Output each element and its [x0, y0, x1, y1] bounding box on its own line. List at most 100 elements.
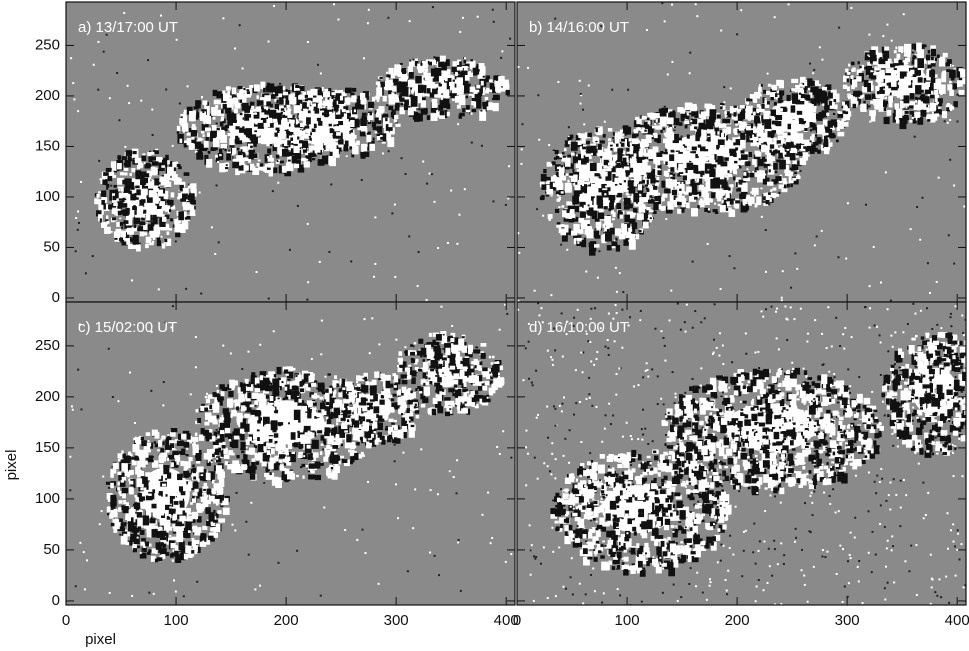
speck [284, 98, 286, 100]
speck [697, 150, 700, 152]
speck [920, 96, 923, 100]
speck [496, 79, 498, 81]
speck [556, 156, 560, 159]
speck [455, 72, 458, 76]
speck [953, 83, 957, 89]
speck [884, 117, 890, 124]
speck [156, 531, 161, 538]
panel-label: a) 13/17:00 UT [78, 19, 178, 36]
speck [380, 111, 384, 114]
speck [240, 100, 243, 103]
speck [949, 159, 951, 161]
speck [633, 193, 639, 202]
speck [632, 222, 637, 229]
speck [598, 212, 604, 219]
speck [645, 185, 648, 187]
speck [133, 548, 137, 552]
speck [121, 480, 124, 483]
speck [153, 237, 155, 240]
speck [580, 146, 582, 149]
speck [740, 9, 742, 11]
speck [307, 124, 309, 126]
speck [289, 249, 291, 251]
speck [172, 559, 174, 561]
speck [636, 119, 641, 124]
speck [227, 112, 232, 120]
speck [733, 170, 737, 174]
speck [663, 154, 669, 161]
speck [364, 151, 370, 157]
speck [309, 136, 311, 138]
speck [192, 468, 196, 473]
speck [768, 192, 771, 195]
speck [204, 155, 208, 159]
speck [383, 96, 387, 102]
speck [205, 127, 211, 131]
speck [654, 123, 656, 125]
speck [193, 526, 198, 533]
speck [644, 159, 648, 162]
speck [465, 75, 470, 81]
speck [621, 137, 623, 138]
speck [161, 180, 164, 185]
speck [619, 234, 625, 240]
speck [520, 163, 522, 165]
speck [553, 150, 555, 151]
speck [152, 509, 154, 512]
speck [308, 140, 310, 142]
speck [567, 180, 569, 183]
speck [566, 173, 569, 176]
speck [368, 102, 374, 108]
speck [283, 86, 285, 90]
speck [949, 70, 956, 78]
speck [698, 153, 705, 159]
speck [257, 104, 259, 106]
speck [694, 115, 698, 118]
speck [615, 238, 617, 241]
speck [604, 206, 608, 209]
speck [673, 174, 676, 177]
speck [472, 98, 475, 101]
speck [201, 497, 208, 503]
speck [187, 515, 193, 521]
speck [329, 124, 332, 127]
speck [644, 130, 646, 132]
speck [188, 193, 195, 200]
speck [443, 99, 450, 108]
speck [121, 522, 126, 526]
speck [786, 142, 791, 149]
speck [804, 140, 810, 143]
speck [709, 168, 715, 177]
speck [156, 475, 161, 479]
speck [246, 133, 249, 137]
speck [179, 546, 183, 550]
speck [295, 144, 298, 146]
speck [555, 209, 559, 213]
speck [400, 103, 403, 106]
speck [336, 111, 338, 113]
speck [380, 77, 383, 79]
speck [582, 138, 586, 144]
speck [234, 47, 236, 49]
speck [193, 110, 196, 114]
speck [141, 199, 146, 203]
speck [865, 94, 872, 99]
speck [927, 108, 931, 111]
speck [170, 543, 175, 548]
speck [219, 487, 224, 494]
speck [561, 191, 564, 193]
speck [914, 136, 916, 138]
speck [667, 117, 674, 124]
speck [734, 106, 737, 108]
speck [600, 140, 605, 143]
speck [639, 230, 642, 232]
speck [735, 200, 740, 203]
speck [916, 43, 922, 52]
speck [923, 44, 926, 47]
speck [217, 161, 219, 163]
speck [639, 204, 646, 213]
speck [175, 240, 177, 242]
speck [783, 152, 787, 155]
speck [145, 244, 149, 248]
speck [451, 84, 455, 89]
